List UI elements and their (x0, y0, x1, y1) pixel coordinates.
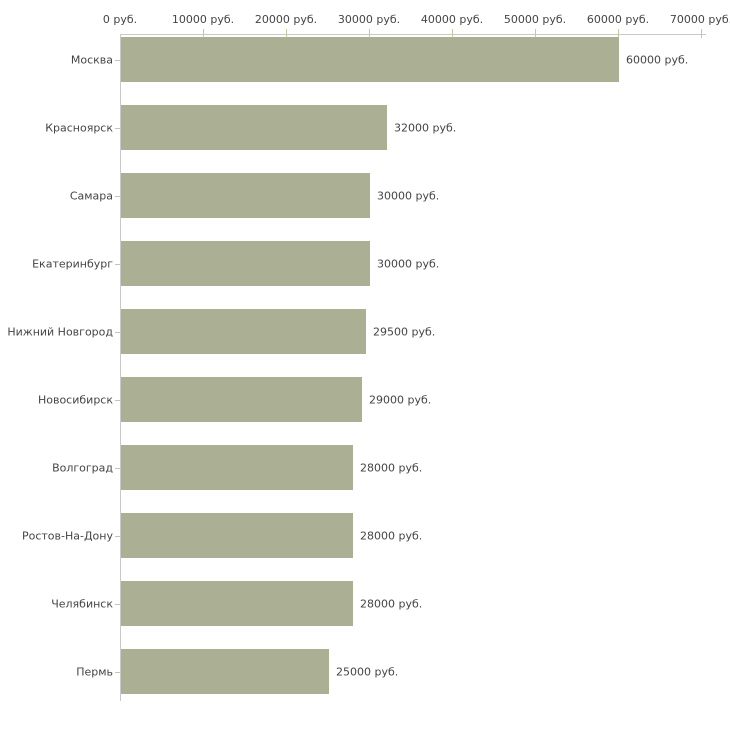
y-axis-tick-mark (115, 604, 120, 605)
x-axis-tick-mark (535, 29, 536, 38)
bar-6 (121, 377, 362, 422)
value-label: 28000 руб. (360, 597, 423, 610)
x-axis-tick-label: 20000 руб. (254, 13, 318, 26)
value-label: 29000 руб. (369, 393, 432, 406)
value-label: 30000 руб. (377, 257, 440, 270)
x-axis-tick-label: 60000 руб. (586, 13, 650, 26)
value-label: 28000 руб. (360, 461, 423, 474)
x-axis-tick-label: 70000 руб. (669, 13, 730, 26)
category-label: Москва (70, 53, 113, 66)
y-axis-tick-mark (115, 672, 120, 673)
category-label: Нижний Новгород (7, 325, 113, 338)
bar-7 (121, 445, 353, 490)
x-axis-tick-label: 10000 руб. (171, 13, 235, 26)
x-axis-tick-mark (701, 29, 702, 38)
value-label: 29500 руб. (373, 325, 436, 338)
value-label: 28000 руб. (360, 529, 423, 542)
y-axis-tick-mark (115, 332, 120, 333)
category-label: Новосибирск (37, 393, 113, 406)
bar-5 (121, 309, 366, 354)
y-axis-tick-mark (115, 60, 120, 61)
bar-2 (121, 105, 387, 150)
category-label: Самара (69, 189, 113, 202)
bar-4 (121, 241, 370, 286)
category-label: Пермь (76, 665, 113, 678)
y-axis-tick-mark (115, 128, 120, 129)
x-axis-tick-label: 30000 руб. (337, 13, 401, 26)
y-axis-tick-mark (115, 264, 120, 265)
y-axis-tick-mark (115, 536, 120, 537)
category-label: Ростов-На-Дону (21, 529, 113, 542)
y-axis-tick-mark (115, 468, 120, 469)
bar-3 (121, 173, 370, 218)
y-axis-tick-mark (115, 196, 120, 197)
value-label: 60000 руб. (626, 53, 689, 66)
bar-9 (121, 581, 353, 626)
bar-10 (121, 649, 329, 694)
category-label: Красноярск (45, 121, 113, 134)
value-label: 30000 руб. (377, 189, 440, 202)
x-axis-tick-label: 50000 руб. (503, 13, 567, 26)
x-axis-tick-mark (286, 29, 287, 38)
category-label: Екатеринбург (32, 257, 113, 270)
value-label: 32000 руб. (394, 121, 457, 134)
x-axis-tick-mark (203, 29, 204, 38)
category-label: Волгоград (52, 461, 113, 474)
y-axis-tick-mark (115, 400, 120, 401)
value-label: 25000 руб. (336, 665, 399, 678)
x-axis-tick-label: 40000 руб. (420, 13, 484, 26)
x-axis-tick-label: 0 руб. (102, 13, 138, 26)
category-label: Челябинск (51, 597, 113, 610)
x-axis-tick-mark (369, 29, 370, 38)
x-axis-tick-mark (618, 29, 619, 38)
plot-area (120, 34, 706, 701)
bar-8 (121, 513, 353, 558)
bar-1 (121, 37, 619, 82)
x-axis-tick-mark (452, 29, 453, 38)
